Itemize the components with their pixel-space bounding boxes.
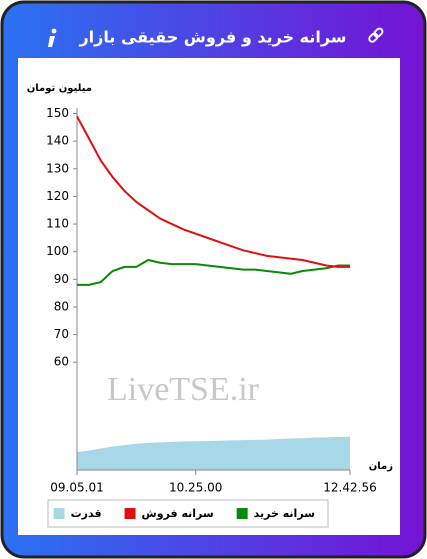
legend-box: [47, 499, 329, 528]
x-tick-label: 09.05.01: [50, 481, 103, 495]
y-axis-title: میلیون تومان: [27, 83, 92, 94]
legend-swatch: [124, 508, 136, 519]
area: [77, 436, 350, 470]
series-line: [76, 115, 350, 268]
watermark: LiveTSE.ir: [107, 371, 260, 408]
y-tick-label: 70: [54, 327, 69, 341]
x-tick-label: 10.25.00: [169, 481, 222, 495]
y-tick-label: 100: [46, 244, 69, 258]
x-axis-title: زمان: [369, 461, 393, 472]
y-tick-label: 90: [54, 272, 69, 286]
y-tick-label: 60: [54, 355, 69, 369]
y-tick-label: 120: [46, 189, 69, 203]
y-tick-label: 140: [46, 134, 69, 148]
legend-label: قدرت: [71, 507, 102, 520]
x-tick-label: 12.42.56: [323, 481, 376, 495]
legend-swatch: [236, 508, 248, 519]
y-tick-label: 80: [54, 299, 69, 313]
y-tick-label: 110: [46, 217, 69, 231]
legend-swatch: [53, 508, 65, 519]
info-icon[interactable]: [48, 28, 57, 47]
legend-label: سرانه فروش: [142, 507, 214, 520]
series-line: [77, 258, 350, 286]
link-icon[interactable]: [368, 27, 384, 43]
chart-title: سرانه خرید و فروش حقیقی بازار: [78, 28, 346, 47]
legend-label: سرانه خرید: [254, 507, 315, 520]
y-tick-label: 130: [46, 161, 69, 175]
y-tick-label: 150: [46, 106, 69, 120]
